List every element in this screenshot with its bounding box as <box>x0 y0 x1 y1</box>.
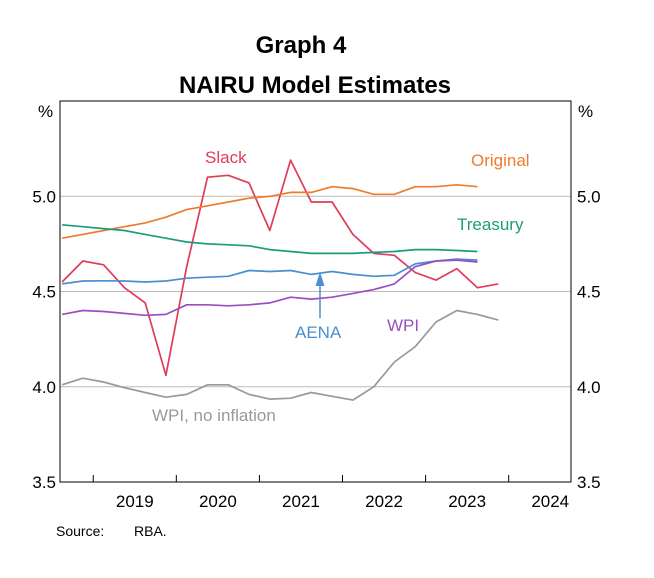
source-value: RBA. <box>134 523 167 539</box>
series-line-aena <box>61 258 478 285</box>
series-line-slack <box>61 159 499 377</box>
xtick-2019: 2019 <box>116 492 154 511</box>
xtick-2023: 2023 <box>448 492 486 511</box>
plot-frame <box>59 100 572 483</box>
label-aena: AENA <box>295 323 342 342</box>
ytick-right-4.0: 4.0 <box>577 378 601 397</box>
xtick-2022: 2022 <box>365 492 403 511</box>
ytick-left-5.0: 5.0 <box>32 187 56 206</box>
right-axis-unit: % <box>578 102 593 121</box>
aena-arrow <box>315 272 325 318</box>
series-line-wpi <box>61 259 478 317</box>
label-wpi: WPI <box>387 316 419 335</box>
grid-lines <box>60 195 571 388</box>
ytick-left-4.0: 4.0 <box>32 378 56 397</box>
ytick-right-5.0: 5.0 <box>577 187 601 206</box>
label-original: Original <box>471 151 530 170</box>
label-slack: Slack <box>205 148 247 167</box>
label-treasury: Treasury <box>457 215 524 234</box>
ytick-left-4.5: 4.5 <box>32 283 56 302</box>
ytick-right-3.5: 3.5 <box>577 473 601 492</box>
left-axis-unit: % <box>38 102 53 121</box>
series-line-original <box>61 183 478 240</box>
ytick-left-3.5: 3.5 <box>32 473 56 492</box>
y-ticks: 3.5 3.5 4.0 4.0 4.5 4.5 5.0 5.0 <box>32 187 600 492</box>
label-wpi-no-inflation: WPI, no inflation <box>152 406 276 425</box>
chart-title: NAIRU Model Estimates <box>179 72 451 99</box>
aena-arrow-head <box>315 272 325 286</box>
x-ticks: 2019 2020 2021 2022 2023 2024 <box>92 475 569 511</box>
series-line-wpi-no-inflation <box>61 309 499 401</box>
xtick-2021: 2021 <box>282 492 320 511</box>
ytick-right-4.5: 4.5 <box>577 283 601 302</box>
series-line-treasury <box>62 223 478 255</box>
xtick-2024: 2024 <box>531 492 569 511</box>
source-label: Source: <box>56 523 104 539</box>
series-labels: Slack Original Treasury AENA WPI WPI, no… <box>152 148 530 425</box>
xtick-2020: 2020 <box>199 492 237 511</box>
graph-number: Graph 4 <box>256 32 347 59</box>
series-lines <box>61 159 499 401</box>
